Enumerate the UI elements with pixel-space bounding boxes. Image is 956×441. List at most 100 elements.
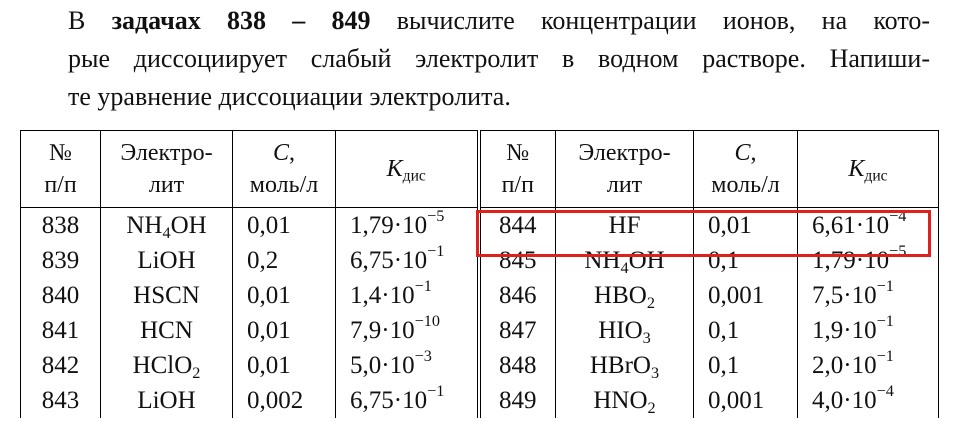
text-sup: −1: [427, 241, 445, 260]
text: HSCN: [133, 281, 200, 309]
text: №: [506, 140, 530, 166]
header-line: моль/л: [243, 169, 325, 201]
data-table: № п/п Электро-лит C, моль/л Kдис № п/п Электро-л…: [20, 130, 939, 418]
text-italic: C: [734, 140, 751, 166]
text-text: HBO: [594, 281, 647, 309]
table-cell: 0,01: [232, 278, 336, 313]
intro-line: те уравнение диссоциации электролита.: [68, 78, 930, 116]
header-line: Электро-: [566, 137, 683, 169]
table-cell: HClO2: [100, 348, 233, 383]
text-text: HClO: [132, 351, 193, 379]
text-text: HIO: [598, 316, 643, 344]
table-cell: 842: [20, 348, 101, 383]
text-sup: −3: [414, 346, 432, 365]
table-cell: 843: [20, 383, 101, 418]
table-row: 842 HClO2 0,01 5,0·10−3 848 HBrO3 0,1 2,0·10−1: [20, 346, 939, 383]
header-row: № п/п Электро-лит C, моль/л Kдис № п/п Электро-л…: [20, 130, 939, 208]
table-cell: 6,61·10−4: [797, 207, 939, 243]
table-cell: 7,9·10−10: [335, 311, 479, 348]
text: лит: [606, 172, 643, 198]
text-bold: задачах 838 – 849: [111, 6, 371, 35]
table-cell: HBO2: [555, 278, 694, 313]
text-sup: −1: [876, 311, 894, 330]
intro-line: рые диссоциирует слабый электролит в вод…: [68, 40, 930, 78]
table-cell: 2,0·10−1: [797, 346, 939, 383]
text-text: ,: [750, 140, 757, 166]
table-cell: HBrO3: [555, 348, 694, 383]
text-text: 5,0·10: [350, 351, 415, 379]
table-row: 840 HSCN 0,01 1,4·10−1 846 HBO2 0,001 7,5·10−1: [20, 276, 939, 313]
header-cell: Kдис: [797, 130, 939, 208]
text-text: 1,4·10: [350, 281, 415, 309]
text-text: OH: [628, 246, 665, 274]
text-text: 1,79·10: [812, 246, 890, 274]
header-line: №: [31, 137, 90, 169]
text-text: 6,61·10: [812, 211, 890, 239]
table-cell: HCN: [100, 313, 233, 348]
table-cell: 0,2: [232, 243, 336, 278]
text: 0,001: [708, 386, 765, 414]
text: моль/л: [249, 172, 319, 198]
text-text: рые диссоциирует слабый электролит в вод…: [68, 44, 930, 73]
text: 843: [41, 386, 80, 414]
header-cell: Электро-лит: [555, 130, 694, 208]
table-cell: 0,1: [693, 313, 798, 348]
text: лит: [148, 172, 185, 198]
text-sub: дис: [864, 167, 888, 185]
intro-paragraph: В задачах 838 – 849 вычислите концентрац…: [68, 2, 930, 116]
text-text: В: [68, 6, 112, 35]
text: 0,1: [708, 316, 740, 344]
table-cell: 0,01: [232, 313, 336, 348]
text-sub: 2: [647, 398, 656, 417]
text-sub: 2: [192, 363, 201, 382]
header-cell: C, моль/л: [693, 130, 798, 208]
text: HF: [608, 211, 641, 239]
text-sup: −1: [876, 346, 894, 365]
text: №: [49, 140, 72, 166]
text: моль/л: [711, 172, 780, 198]
text-text: 6,75·10: [350, 386, 428, 414]
table-cell: HNO2: [555, 383, 694, 418]
text-italic: C: [272, 140, 289, 166]
text: 847: [499, 316, 537, 344]
text: 846: [499, 281, 537, 309]
table-cell: 1,4·10−1: [335, 276, 479, 313]
text-text: HNO: [593, 386, 648, 414]
table-cell: 0,01: [232, 207, 336, 243]
header-line: лит: [111, 169, 222, 201]
text-sup: −1: [414, 276, 432, 295]
header-line: лит: [566, 169, 683, 201]
text-text: 7,5·10: [812, 281, 877, 309]
table-cell: 847: [476, 313, 556, 348]
text-sub: дис: [402, 167, 426, 185]
header-line: моль/л: [704, 169, 787, 201]
text: LiOH: [137, 246, 196, 274]
text-sup: −5: [427, 206, 445, 225]
text-sup: −1: [427, 381, 445, 400]
text: Электро-: [578, 140, 671, 166]
text: 0,01: [247, 211, 291, 239]
header-line: п/п: [31, 169, 90, 201]
text-text: NH: [584, 246, 621, 274]
text-sup: −10: [414, 311, 440, 330]
text-text: HBrO: [589, 351, 651, 379]
text: 839: [41, 246, 80, 274]
header-line: Kдис: [346, 153, 467, 185]
text: 845: [499, 246, 537, 274]
text-text: OH: [170, 211, 207, 239]
text: 849: [499, 386, 537, 414]
table-cell: 840: [20, 278, 101, 313]
header-cell: Электро-лит: [100, 130, 233, 208]
text-italic: K: [848, 156, 865, 182]
text: 842: [41, 351, 80, 379]
table-cell: 6,75·10−1: [335, 381, 479, 418]
table-row: 841 HCN 0,01 7,9·10−10 847 HIO3 0,1 1,9·10−1: [20, 311, 939, 348]
text: п/п: [44, 172, 77, 198]
table-cell: 1,79·10−5: [335, 206, 479, 243]
text-text: 1,9·10: [812, 316, 877, 344]
text: 838: [41, 211, 80, 239]
text: 844: [499, 211, 537, 239]
table-row: 843 LiOH 0,002 6,75·10−1 849 HNO2 0,001 4,0·10−…: [20, 381, 939, 418]
table-cell: 838: [20, 207, 101, 243]
header-cell: № п/п: [20, 130, 101, 208]
